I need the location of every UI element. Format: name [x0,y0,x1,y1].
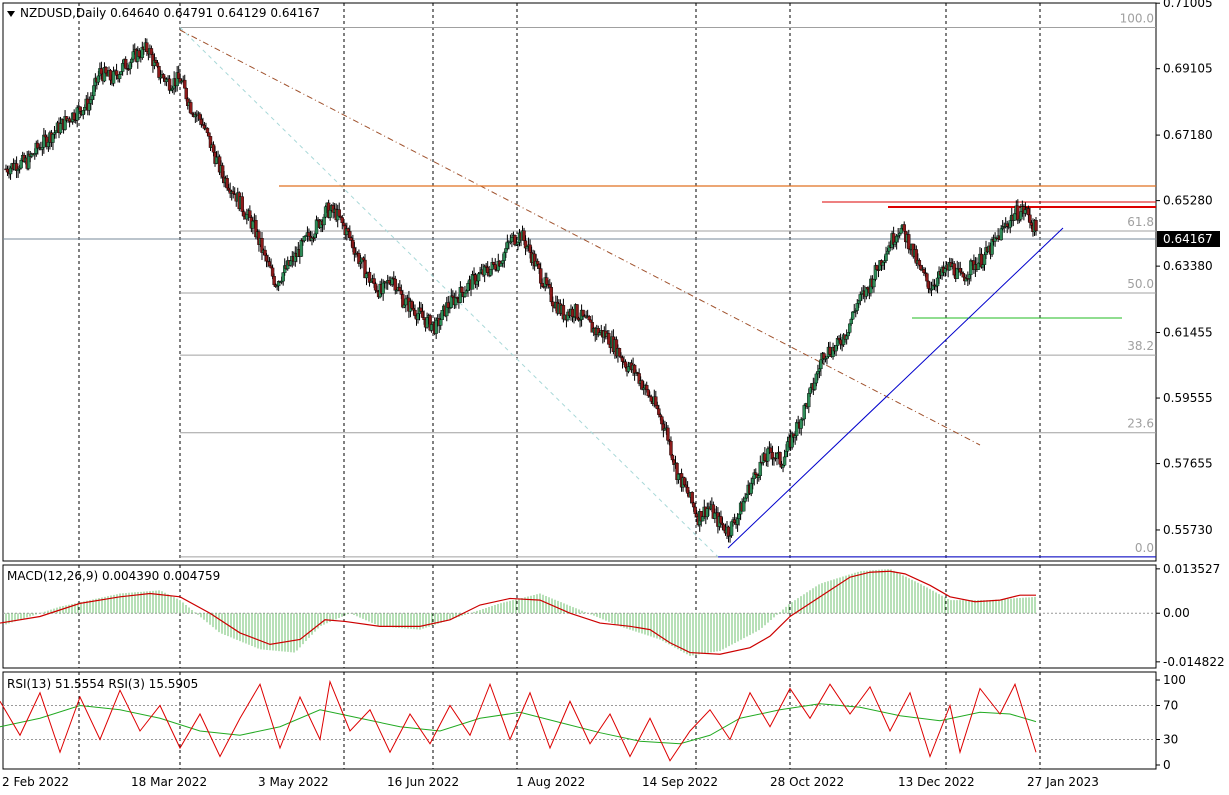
candle-down [575,304,579,319]
candle-down [393,278,397,291]
uptrend-line [727,227,1064,549]
candle-down [917,260,922,266]
candle-down [925,273,929,282]
candle-up [476,273,481,282]
y-tick-label: 0.59555 [1163,391,1213,405]
x-tick-label: 1 Aug 2022 [516,775,585,789]
fib-level-label: 38.2 [1127,339,1154,353]
candle-up [58,123,63,134]
macd-y-tick-label: 0.013527 [1163,562,1220,576]
x-tick-label: 18 Mar 2022 [131,775,207,789]
fib-level-label: 61.8 [1127,215,1154,229]
candle-up [794,422,799,436]
rsi13-line [0,703,1037,745]
fib-level-label: 0.0 [1135,541,1154,555]
candle-up [54,130,58,133]
y-tick-label: 0.71005 [1163,0,1213,10]
fib-level-label: 23.6 [1127,417,1154,431]
y-tick-label: 0.65280 [1163,194,1213,208]
candle-down [205,127,210,134]
y-tick-label: 0.61455 [1163,326,1213,340]
x-tick-label: 27 Jan 2023 [1027,775,1099,789]
candle-up [404,298,408,306]
candle-down [669,441,673,456]
candle-up [463,292,467,297]
candle-up [117,74,122,79]
candle-down [78,106,82,112]
candle-up [439,319,443,326]
candle-down [337,209,341,217]
fib-level-label: 100.0 [1120,11,1154,25]
candle-up [322,216,326,226]
candle-down [183,79,187,89]
current-price-tag [1157,230,1220,247]
y-tick-label: 0.55730 [1163,523,1213,537]
price-panel [2,2,1157,562]
rsi-y-tick-label: 0 [1163,758,1171,772]
vertical-grid [78,3,1041,769]
candle-down [570,308,575,317]
y-tick-label: 0.63380 [1163,259,1213,273]
current-price-label: 0.64167 [1163,232,1213,246]
candle-down [155,62,160,67]
x-tick-label: 14 Sep 2022 [642,775,718,789]
chart-header: NZDUSD,Daily 0.64640 0.64791 0.64129 0.6… [20,6,320,20]
x-tick-label: 2 Feb 2022 [2,775,69,789]
rsi-y-tick-label: 70 [1163,699,1178,713]
candle-up [782,456,787,466]
candle-down [189,102,193,114]
x-tick-label: 13 Dec 2022 [898,775,975,789]
macd-signal-line [0,570,1036,655]
rsi-y-tick-label: 100 [1163,673,1186,687]
candle-down [422,317,426,320]
candle-down [720,522,725,525]
x-tick-label: 16 Jun 2022 [387,775,459,789]
candle-down [272,276,276,285]
rsi-label: RSI(13) 51.5554 RSI(3) 15.5905 [7,677,198,691]
y-tick-label: 0.57655 [1163,457,1213,471]
fib-diagonal [179,27,719,558]
candle-down [240,196,244,212]
candles [4,38,1038,543]
macd-indicator [0,569,1156,656]
trend-lines [3,27,1156,558]
x-tick-label: 28 Oct 2022 [770,775,844,789]
macd-y-tick-label: 0.00 [1163,606,1190,620]
rsi3-line [0,679,1037,762]
y-tick-label: 0.69105 [1163,62,1213,76]
y-tick-label: 0.67180 [1163,128,1213,142]
fib-level-label: 50.0 [1127,277,1154,291]
candle-down [460,287,464,293]
candle-down [666,427,670,441]
rsi-y-tick-label: 30 [1163,733,1178,747]
candle-down [1034,220,1038,231]
macd-y-tick-label: -0.014822 [1163,655,1225,669]
macd-label: MACD(12,26,9) 0.004390 0.004759 [7,569,220,583]
dropdown-triangle-icon[interactable] [7,11,15,17]
candle-down [207,132,211,137]
x-tick-label: 3 May 2022 [258,775,329,789]
candle-down [587,316,591,321]
rsi-indicator [0,679,1156,762]
candle-up [884,253,888,261]
candle-down [902,224,906,232]
candle-down [690,492,694,504]
